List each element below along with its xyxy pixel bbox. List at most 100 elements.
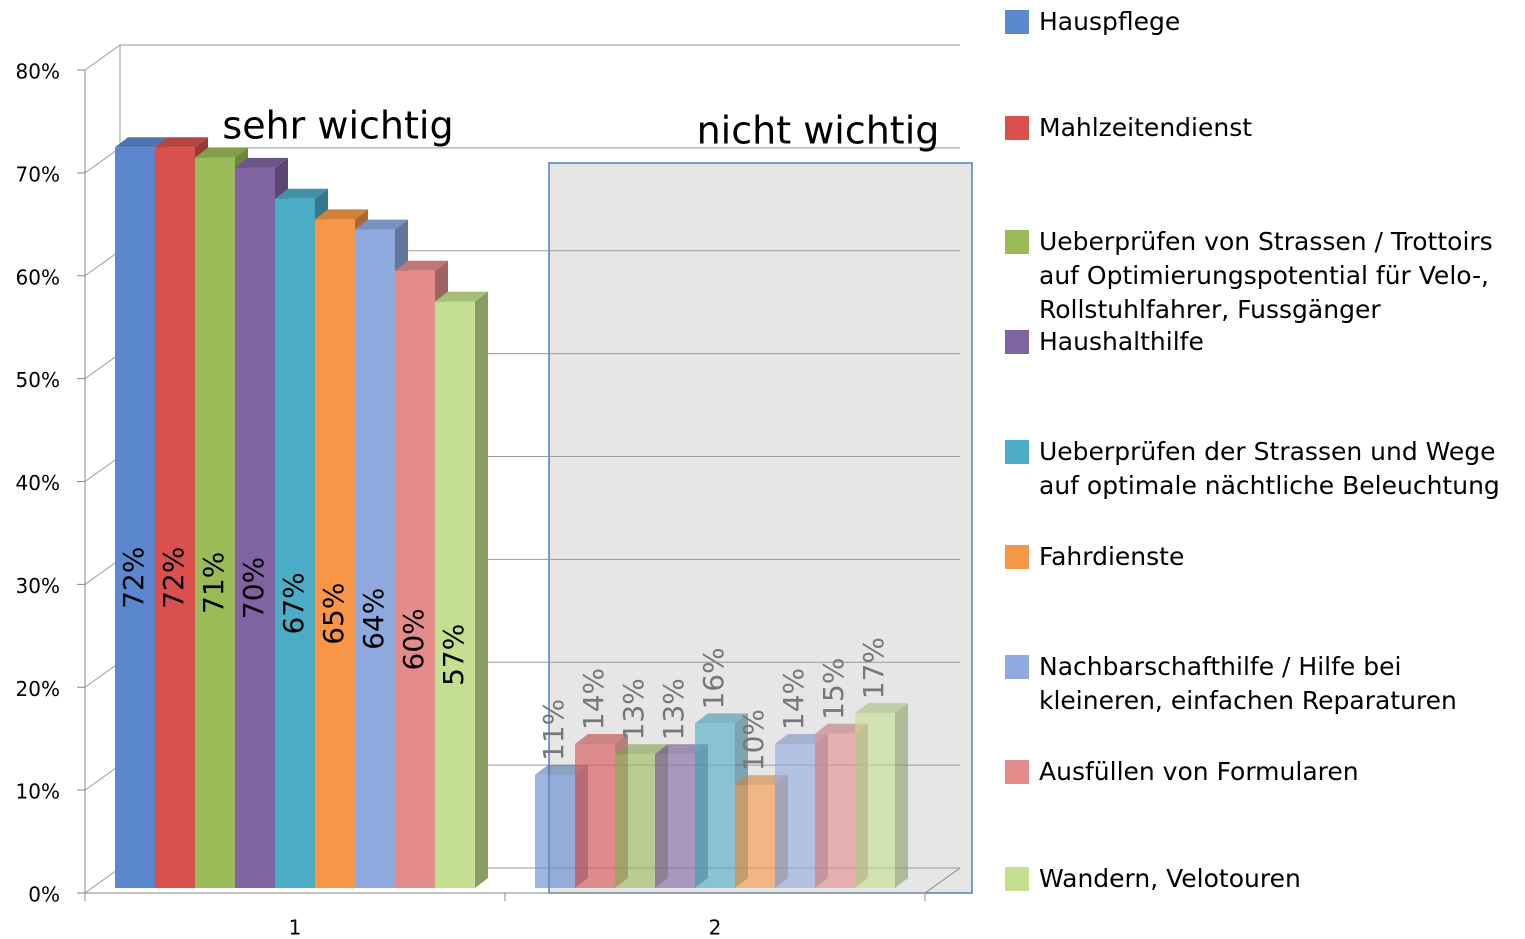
bar-top: [735, 775, 788, 786]
data-label: 60%: [397, 608, 430, 670]
chart: 0%10%20%30%40%50%60%70%80%172% 72% 71% 70% 6…: [16, 44, 973, 939]
x-tick-label: 1: [289, 916, 302, 939]
bar: [315, 219, 355, 888]
bar-top: [355, 219, 408, 230]
bar: [535, 774, 575, 888]
legend-item: Ueberprüfen von Strassen / Trottoirs auf…: [1005, 225, 1520, 327]
data-label: 13%: [657, 678, 690, 740]
floor-edge: [924, 867, 961, 894]
legend-swatch: [1005, 545, 1029, 569]
bar-top: [575, 733, 628, 744]
bar-side: [895, 703, 908, 888]
bar: [575, 743, 615, 888]
data-label: 14%: [577, 668, 610, 730]
legend-item: Ausfüllen von Formularen: [1005, 755, 1520, 789]
bar-top: [855, 703, 908, 714]
y-tick-label: 20%: [16, 677, 60, 701]
bar: [395, 270, 435, 888]
legend-item: Haushalthilfe: [1005, 325, 1520, 359]
legend-item: Ueberprüfen der Strassen und Wege auf op…: [1005, 435, 1520, 503]
bar: [155, 147, 195, 889]
legend-label: Hauspflege: [1039, 7, 1181, 36]
bar: [775, 743, 815, 888]
grid-line: [84, 661, 121, 688]
legend-label: Fahrdienste: [1039, 542, 1185, 571]
bar: [695, 723, 735, 888]
legend-label: Wandern, Velotouren: [1039, 864, 1301, 893]
data-label: 72%: [157, 547, 190, 609]
bar: [435, 301, 475, 888]
legend-item: Hauspflege: [1005, 5, 1520, 39]
y-tick-label: 10%: [16, 780, 60, 804]
bar: [815, 733, 855, 888]
data-label: 13%: [617, 678, 650, 740]
data-label: 16%: [697, 647, 730, 709]
legend-label: Ueberprüfen der Strassen und Wege auf op…: [1039, 437, 1500, 500]
grid-line: [84, 250, 121, 277]
grid-line: [84, 456, 121, 482]
legend-swatch: [1005, 330, 1029, 354]
bar-side: [475, 291, 488, 888]
bar: [735, 785, 775, 888]
data-label: 14%: [777, 668, 810, 730]
y-tick-label: 80%: [16, 60, 60, 84]
data-label: 72%: [117, 547, 150, 609]
legend-swatch: [1005, 116, 1029, 140]
legend-label: Ausfüllen von Formularen: [1039, 757, 1359, 786]
legend-item: Nachbarschafthilfe / Hilfe bei kleineren…: [1005, 650, 1520, 718]
legend-swatch: [1005, 655, 1029, 679]
y-tick-label: 60%: [16, 265, 60, 289]
bar-top: [235, 157, 288, 168]
legend-item: Mahlzeitendienst: [1005, 111, 1520, 145]
legend-item: Fahrdienste: [1005, 540, 1520, 574]
data-label: 10%: [737, 709, 770, 771]
bar-top: [775, 733, 828, 744]
bar-top: [615, 744, 668, 755]
bar-top: [655, 744, 708, 755]
bar: [115, 147, 155, 889]
bar-top: [195, 147, 248, 158]
grid-line: [84, 558, 121, 585]
legend-item: Wandern, Velotouren: [1005, 862, 1520, 896]
bar-top: [155, 137, 208, 148]
legend-swatch: [1005, 440, 1029, 464]
grid-line: [84, 867, 121, 894]
y-tick-label: 0%: [28, 883, 60, 907]
bar: [235, 167, 275, 888]
legend-swatch: [1005, 867, 1029, 891]
data-label: 70%: [237, 557, 270, 619]
legend-label: Ueberprüfen von Strassen / Trottoirs auf…: [1039, 227, 1493, 324]
annotation: sehr wichtig: [222, 104, 453, 148]
legend-label: Nachbarschafthilfe / Hilfe bei kleineren…: [1039, 652, 1457, 715]
y-tick-label: 50%: [16, 368, 60, 392]
grid-line: [84, 44, 121, 71]
data-label: 57%: [437, 624, 470, 686]
bar: [655, 754, 695, 888]
y-tick-label: 70%: [16, 162, 60, 186]
annotation: nicht wichtig: [697, 109, 940, 153]
y-tick-label: 30%: [16, 574, 60, 598]
legend-swatch: [1005, 10, 1029, 34]
data-label: 11%: [537, 699, 570, 761]
legend-swatch: [1005, 760, 1029, 784]
bar: [615, 754, 655, 888]
legend-swatch: [1005, 230, 1029, 254]
y-tick-label: 40%: [16, 471, 60, 495]
legend-label: Haushalthilfe: [1039, 327, 1204, 356]
bar-top: [115, 137, 168, 148]
bar-top: [275, 188, 328, 199]
legend-label: Mahlzeitendienst: [1039, 113, 1253, 142]
bar: [355, 229, 395, 889]
data-label: 17%: [857, 637, 890, 699]
bar: [275, 198, 315, 889]
x-tick-label: 2: [709, 916, 722, 939]
data-label: 64%: [357, 588, 390, 650]
bar: [855, 713, 895, 888]
bar-top: [315, 209, 368, 220]
data-label: 67%: [277, 572, 310, 634]
grid-line: [84, 147, 121, 174]
bar-top: [435, 291, 488, 302]
bar-top: [395, 260, 448, 271]
bar-top: [695, 713, 748, 724]
